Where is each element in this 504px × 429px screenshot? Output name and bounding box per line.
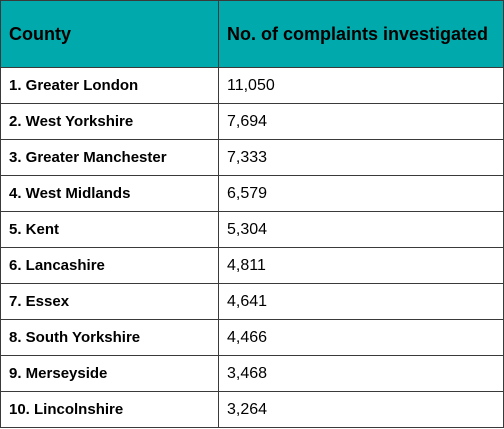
county-cell: 6. Lancashire [0,247,219,284]
table-row: 1. Greater London 11,050 [0,67,504,104]
county-cell: 2. West Yorkshire [0,103,219,140]
complaints-cell: 4,641 [218,283,504,320]
table-row: 10. Lincolnshire 3,264 [0,391,504,428]
table-body: 1. Greater London 11,050 2. West Yorkshire… [0,67,504,428]
county-cell: 7. Essex [0,283,219,320]
table-row: 9. Merseyside 3,468 [0,355,504,392]
column-header-complaints: No. of complaints investigated [218,0,504,68]
complaints-cell: 4,466 [218,319,504,356]
county-cell: 9. Merseyside [0,355,219,392]
table-row: 7. Essex 4,641 [0,283,504,320]
complaints-cell: 4,811 [218,247,504,284]
county-cell: 10. Lincolnshire [0,391,219,428]
complaints-cell: 11,050 [218,67,504,104]
county-cell: 4. West Midlands [0,175,219,212]
county-cell: 3. Greater Manchester [0,139,219,176]
complaints-cell: 3,264 [218,391,504,428]
table-header-row: County No. of complaints investigated [0,0,504,68]
county-cell: 5. Kent [0,211,219,248]
table-row: 3. Greater Manchester 7,333 [0,139,504,176]
complaints-cell: 7,333 [218,139,504,176]
county-cell: 8. South Yorkshire [0,319,219,356]
table-row: 4. West Midlands 6,579 [0,175,504,212]
complaints-cell: 3,468 [218,355,504,392]
table-row: 8. South Yorkshire 4,466 [0,319,504,356]
column-header-county: County [0,0,219,68]
complaints-cell: 6,579 [218,175,504,212]
complaints-cell: 5,304 [218,211,504,248]
table-row: 6. Lancashire 4,811 [0,247,504,284]
complaints-cell: 7,694 [218,103,504,140]
table-row: 2. West Yorkshire 7,694 [0,103,504,140]
county-cell: 1. Greater London [0,67,219,104]
table-row: 5. Kent 5,304 [0,211,504,248]
